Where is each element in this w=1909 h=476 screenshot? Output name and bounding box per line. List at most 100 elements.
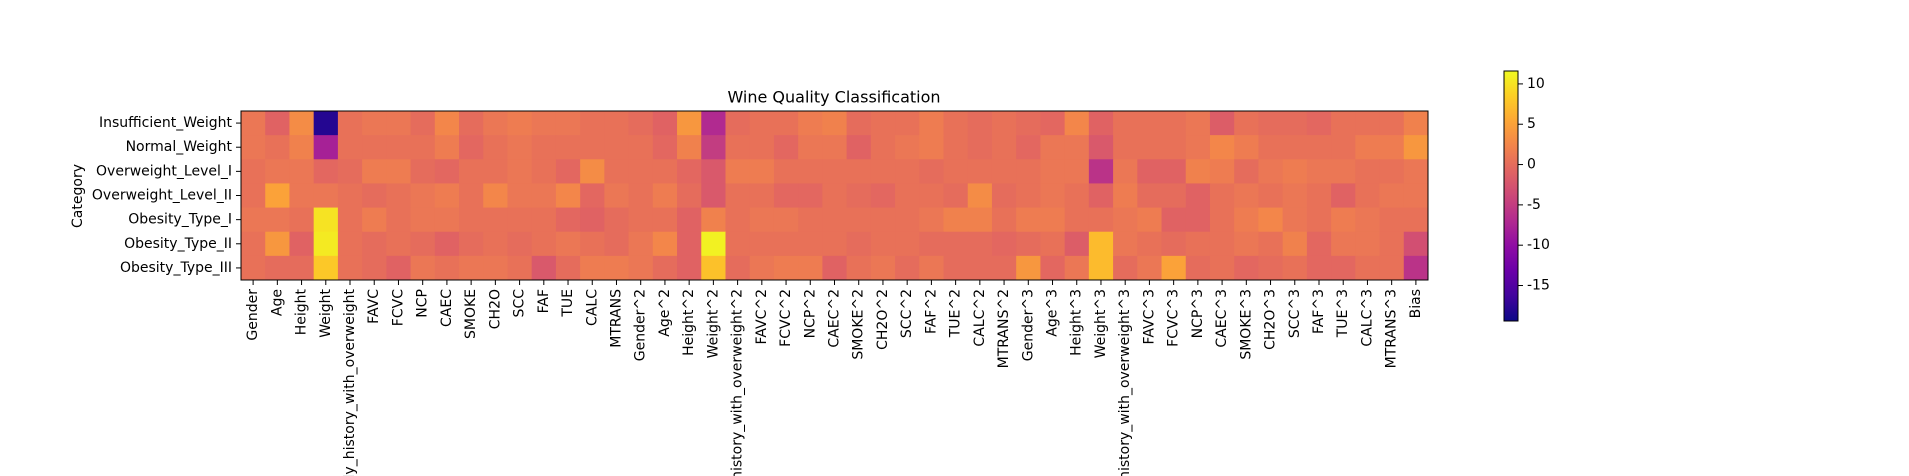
- x-tick-label: CH2O: [487, 289, 503, 329]
- heatmap-cell: [1113, 231, 1138, 257]
- colorbar-tick-label: 10: [1527, 76, 1545, 92]
- heatmap-cell: [1331, 159, 1356, 184]
- heatmap-cell: [1016, 183, 1041, 209]
- heatmap-cell: [1306, 183, 1332, 209]
- x-tick-label: Age^3: [1045, 289, 1061, 337]
- heatmap-cell: [773, 135, 799, 160]
- heatmap-cell: [386, 135, 412, 160]
- heatmap-cell: [1331, 135, 1356, 160]
- heatmap-cell: [604, 207, 630, 233]
- heatmap-cell: [531, 231, 557, 257]
- heatmap-cell: [337, 159, 363, 184]
- heatmap-cell: [967, 231, 993, 257]
- x-tick-label: CAEC^3: [1214, 289, 1230, 348]
- heatmap-cell: [1234, 111, 1259, 136]
- heatmap-cell: [507, 183, 533, 209]
- heatmap-cell: [822, 231, 848, 257]
- heatmap-cell: [798, 111, 823, 136]
- heatmap-cell: [1403, 183, 1429, 209]
- heatmap-cell: [265, 207, 290, 233]
- heatmap-cell: [1040, 111, 1066, 136]
- heatmap-cell: [1379, 255, 1405, 281]
- heatmap-cell: [701, 255, 726, 281]
- heatmap-cell: [1137, 255, 1163, 281]
- x-tick-label: CH2O^2: [875, 289, 891, 350]
- heatmap-cell: [1161, 183, 1187, 209]
- heatmap-cell: [870, 111, 896, 136]
- heatmap-cell: [1355, 135, 1381, 160]
- heatmap-cell: [555, 207, 581, 233]
- heatmap-cell: [943, 207, 969, 233]
- heatmap-cell: [604, 183, 630, 209]
- heatmap-cell: [1258, 255, 1284, 281]
- heatmap-cell: [628, 183, 654, 209]
- y-tick-label: Overweight_Level_I: [96, 163, 232, 179]
- x-tick-label: FAVC^2: [754, 289, 770, 344]
- heatmap-cell: [919, 255, 945, 281]
- heatmap-cell: [943, 135, 969, 160]
- heatmap-cell: [1258, 207, 1284, 233]
- heatmap-cell: [1403, 111, 1429, 136]
- heatmap-cell: [241, 183, 266, 209]
- heatmap-cell: [967, 255, 993, 281]
- heatmap-cell: [313, 231, 339, 257]
- heatmap-cell: [313, 183, 339, 209]
- heatmap-cell: [725, 135, 751, 160]
- heatmap-cell: [459, 135, 484, 160]
- x-tick-label: Gender: [245, 289, 261, 341]
- heatmap-cell: [604, 135, 630, 160]
- heatmap-cell: [1234, 255, 1259, 281]
- heatmap-cell: [967, 135, 993, 160]
- heatmap-cell: [1064, 207, 1090, 233]
- heatmap-cell: [846, 231, 872, 257]
- x-tick-label: FAF: [536, 289, 552, 313]
- heatmap-cell: [846, 207, 872, 233]
- heatmap-cell: [701, 183, 726, 209]
- heatmap-cell: [289, 159, 315, 184]
- heatmap-cell: [289, 207, 315, 233]
- heatmap-cell: [1355, 159, 1381, 184]
- heatmap-cell: [434, 231, 460, 257]
- heatmap-cell: [483, 207, 508, 233]
- heatmap-cell: [1282, 207, 1308, 233]
- heatmap-cell: [628, 207, 654, 233]
- heatmap-cell: [386, 231, 412, 257]
- heatmap-cell: [1258, 135, 1284, 160]
- x-tick-label: SMOKE: [463, 289, 479, 339]
- heatmap-cell: [1209, 207, 1235, 233]
- heatmap-cell: [241, 255, 266, 281]
- heatmap-cell: [846, 159, 872, 184]
- heatmap-cell: [337, 231, 363, 257]
- heatmap-cell: [1379, 231, 1405, 257]
- heatmap-cell: [725, 207, 751, 233]
- heatmap-cell: [822, 135, 848, 160]
- heatmap-cell: [410, 159, 436, 184]
- heatmap-cell: [870, 255, 896, 281]
- heatmap-cell: [313, 159, 339, 184]
- heatmap-cell: [483, 135, 508, 160]
- x-tick-label: FAVC: [366, 289, 382, 324]
- x-tick-label: SCC^3: [1287, 289, 1303, 338]
- heatmap-cell: [1355, 111, 1381, 136]
- heatmap-cell: [1016, 255, 1041, 281]
- colorbar-tick-label: 5: [1527, 116, 1536, 132]
- heatmap-cell: [773, 255, 799, 281]
- x-tick-label: SCC^2: [899, 289, 915, 338]
- heatmap-cell: [1403, 159, 1429, 184]
- heatmap-cell: [1161, 231, 1187, 257]
- heatmap-cell: [1161, 255, 1187, 281]
- heatmap-cell: [265, 255, 290, 281]
- x-tick-label: family_history_with_overweight^3: [1117, 289, 1133, 476]
- heatmap-cell: [1064, 183, 1090, 209]
- heatmap-cell: [1306, 207, 1332, 233]
- colorbar-tick-label: -5: [1527, 197, 1541, 213]
- heatmap-cell: [677, 159, 702, 184]
- heatmap-cell: [362, 231, 387, 257]
- heatmap-cell: [1137, 183, 1163, 209]
- heatmap-cell: [507, 207, 533, 233]
- y-tick-label: Overweight_Level_II: [92, 188, 232, 204]
- heatmap-cell: [604, 111, 630, 136]
- heatmap-cell: [1161, 135, 1187, 160]
- x-tick-label: Gender^3: [1020, 289, 1036, 361]
- heatmap-cell: [628, 255, 654, 281]
